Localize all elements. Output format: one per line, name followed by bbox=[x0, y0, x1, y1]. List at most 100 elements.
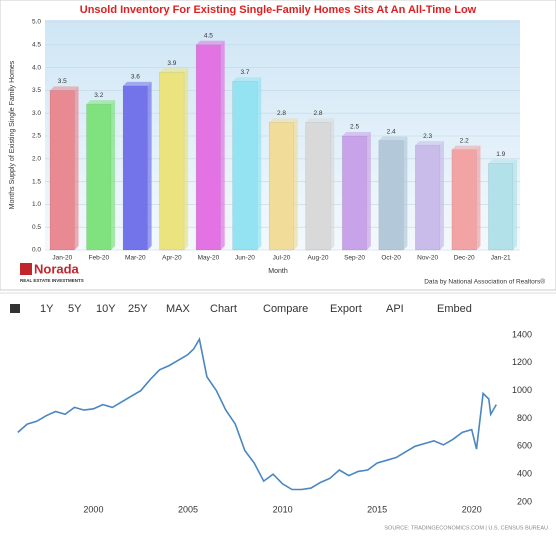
bar-side bbox=[293, 118, 298, 250]
data-label: 3.5 bbox=[58, 78, 67, 85]
bar-side bbox=[111, 100, 116, 250]
data-label: 3.6 bbox=[131, 74, 140, 81]
bar bbox=[195, 44, 221, 251]
x-axis-label: Month bbox=[268, 268, 288, 275]
bar-side bbox=[184, 68, 189, 250]
y-tick-label: 200 bbox=[517, 496, 532, 506]
logo-icon bbox=[20, 263, 32, 275]
y-tick-label: 1000 bbox=[512, 385, 532, 395]
y-tick-label: 3.0 bbox=[32, 110, 41, 117]
bar-side bbox=[220, 40, 225, 250]
bar-side bbox=[403, 136, 408, 250]
toolbar-button[interactable]: Compare bbox=[263, 303, 308, 315]
data-label: 3.2 bbox=[94, 92, 103, 99]
x-tick-label: Sep-20 bbox=[344, 255, 365, 262]
logo-name: Norada bbox=[34, 261, 80, 276]
y-tick-label: 1200 bbox=[512, 357, 532, 367]
y-tick-label: 1.0 bbox=[32, 201, 41, 208]
toolbar bbox=[10, 304, 20, 313]
toolbar-button[interactable]: Chart bbox=[210, 303, 237, 315]
toolbar-button[interactable]: 5Y bbox=[68, 303, 82, 315]
chart-title: Unsold Inventory For Existing Single-Fam… bbox=[80, 4, 477, 16]
y-tick-label: 800 bbox=[517, 413, 532, 423]
y-tick-label: 4.5 bbox=[32, 42, 41, 49]
source: SOURCE: TRADINGECONOMICS.COM | U.S. CENS… bbox=[384, 525, 548, 531]
bar-top bbox=[232, 77, 262, 82]
line bbox=[17, 336, 497, 491]
bar bbox=[86, 103, 112, 251]
bar-top bbox=[196, 40, 225, 45]
data-label: 2.2 bbox=[460, 137, 469, 144]
y-tick-label: 2.5 bbox=[32, 133, 41, 140]
bar-top bbox=[159, 68, 189, 73]
bar bbox=[378, 140, 404, 251]
y-tick-label: 3.5 bbox=[32, 87, 41, 94]
data-label: 3.9 bbox=[167, 60, 176, 67]
x-tick-label: Dec-20 bbox=[454, 255, 475, 262]
x-tick-label: Jan-21 bbox=[491, 255, 511, 262]
y-tick-label: 2.0 bbox=[32, 156, 41, 163]
bar-top bbox=[451, 145, 481, 150]
x-tick-label: Oct-20 bbox=[381, 255, 401, 262]
bar-top bbox=[269, 118, 298, 123]
data-label: 2.4 bbox=[387, 128, 396, 135]
bar bbox=[451, 149, 477, 251]
bar-side bbox=[513, 159, 517, 250]
x-tick-label: Jul-20 bbox=[273, 255, 291, 262]
x-tick-label: Feb-20 bbox=[89, 255, 110, 262]
data-label: 1.9 bbox=[496, 151, 505, 158]
x-tick-label: 2020 bbox=[462, 504, 482, 514]
bar bbox=[268, 122, 295, 251]
toolbar-button[interactable]: API bbox=[386, 303, 404, 315]
y-tick-label: 1.5 bbox=[32, 178, 41, 185]
data-label: 2.3 bbox=[423, 133, 432, 140]
bar-top bbox=[86, 100, 116, 105]
toolbar-button[interactable]: 10Y bbox=[96, 303, 116, 315]
y-tick-label: 0.0 bbox=[32, 247, 41, 254]
bar-top bbox=[305, 118, 335, 123]
data-label: 4.5 bbox=[204, 33, 213, 40]
x-tick-label: May-20 bbox=[198, 255, 220, 262]
x-tick-label: Aug-20 bbox=[308, 255, 329, 262]
y-axis-label: Months Supply of Existing Single Family … bbox=[9, 60, 16, 209]
bar-top bbox=[123, 81, 152, 86]
y-tick-label: 4.0 bbox=[32, 64, 41, 71]
y-tick-label: 1400 bbox=[512, 329, 532, 339]
bar-top bbox=[342, 132, 371, 136]
toolbar-button[interactable]: Export bbox=[330, 303, 362, 315]
menu-icon[interactable] bbox=[10, 304, 20, 313]
x-tick-label: 2015 bbox=[367, 504, 387, 514]
bar bbox=[415, 144, 441, 251]
y-tick-label: 0.5 bbox=[32, 224, 41, 231]
x-tick-label: 2000 bbox=[83, 504, 103, 514]
bar bbox=[488, 163, 514, 251]
x-tick-label: Mar-20 bbox=[125, 255, 146, 262]
data-label: 2.5 bbox=[350, 124, 359, 131]
x-tick-label: Nov-20 bbox=[417, 255, 438, 262]
y-tick-label: 600 bbox=[517, 441, 532, 451]
bar-side bbox=[366, 132, 371, 250]
toolbar-button[interactable]: 1Y bbox=[40, 303, 54, 315]
data-label: 2.8 bbox=[314, 110, 323, 117]
data-label: 3.7 bbox=[240, 69, 249, 76]
x-tick-label: Apr-20 bbox=[162, 255, 182, 262]
x-tick-label: 2010 bbox=[273, 504, 293, 514]
bar bbox=[159, 71, 185, 251]
x-tick-label: Jun-20 bbox=[235, 255, 255, 262]
toolbar-button[interactable]: Embed bbox=[437, 303, 472, 315]
logo-tagline: REAL ESTATE INVESTMENTS bbox=[20, 278, 84, 283]
toolbar-button[interactable]: MAX bbox=[166, 303, 191, 315]
bar bbox=[232, 81, 258, 251]
source: Data by National Association of Realtors… bbox=[424, 278, 545, 286]
toolbar-button[interactable]: 25Y bbox=[128, 303, 148, 315]
data-label: 2.8 bbox=[277, 110, 286, 117]
bar-side bbox=[330, 118, 335, 250]
bar bbox=[305, 122, 331, 251]
bar bbox=[342, 135, 368, 251]
bar-side bbox=[257, 77, 262, 250]
bar-top bbox=[488, 159, 517, 164]
x-tick-label: 2005 bbox=[178, 504, 198, 514]
bar-top bbox=[50, 86, 79, 91]
bar-side bbox=[74, 86, 79, 251]
